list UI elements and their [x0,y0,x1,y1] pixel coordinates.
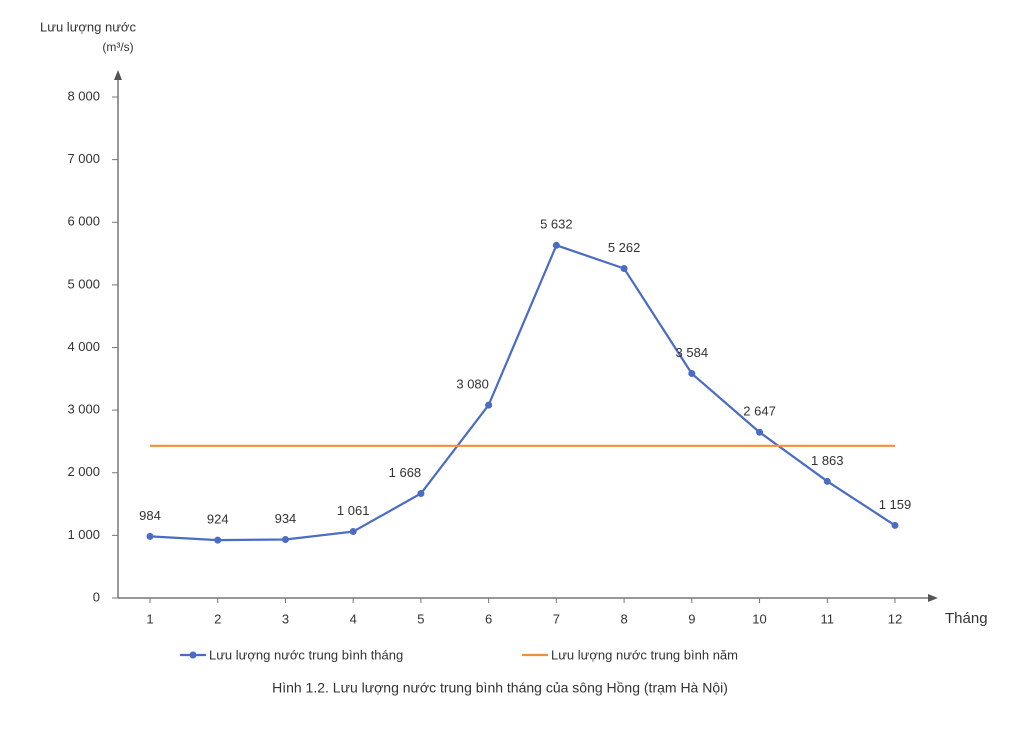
value-label: 934 [275,511,297,526]
data-point [620,264,628,272]
x-tick-label: 9 [688,611,695,626]
value-label: 924 [207,512,229,527]
series-line [149,243,896,542]
x-tick-label: 4 [350,611,357,626]
x-tick-label: 11 [821,611,835,626]
data-point [146,532,154,540]
y-tick-label: 5 000 [67,276,100,291]
data-point [417,490,425,498]
data-point [756,428,764,436]
legend-label: Lưu lượng nước trung bình tháng [209,647,403,662]
x-tick-label: 8 [620,611,627,626]
y-axis-label: Lưu lượng nước [40,19,136,34]
value-label: 3 584 [676,345,709,360]
x-tick-label: 10 [752,611,766,626]
x-tick-label: 7 [553,611,560,626]
x-tick-label: 1 [146,611,153,626]
x-tick-label: 3 [282,611,289,626]
caption: Hình 1.2. Lưu lượng nước trung bình thán… [272,680,728,696]
legend-label: Lưu lượng nước trung bình năm [551,647,738,662]
y-axis-unit: (m³/s) [102,40,133,54]
value-label: 5 262 [608,240,641,255]
value-label: 2 647 [743,404,776,419]
value-label: 1 863 [811,453,844,468]
data-point [891,521,899,529]
data-point [688,370,696,378]
y-tick-label: 2 000 [67,464,100,479]
x-tick-label: 12 [888,611,902,626]
y-tick-label: 1 000 [67,527,100,542]
x-tick-label: 6 [485,611,492,626]
legend-marker [189,651,197,659]
y-tick-label: 3 000 [67,402,100,417]
data-point [823,477,831,485]
y-tick-label: 4 000 [67,339,100,354]
data-point [349,528,357,536]
y-axis-arrow [114,70,122,80]
data-point [281,536,289,544]
value-label: 5 632 [540,217,573,232]
value-label: 1 061 [337,503,370,518]
y-tick-label: 6 000 [67,214,100,229]
x-axis-label: Tháng [945,610,988,627]
y-tick-label: 7 000 [67,151,100,166]
x-tick-label: 2 [214,611,221,626]
data-point [214,536,222,544]
data-point [552,241,560,249]
x-tick-label: 5 [417,611,424,626]
data-point [485,401,493,409]
y-tick-label: 8 000 [67,88,100,103]
value-label: 3 080 [456,377,489,392]
x-axis-arrow [928,594,938,602]
value-label: 1 159 [879,497,912,512]
value-label: 1 668 [389,465,422,480]
value-label: 984 [139,508,161,523]
y-tick-label: 0 [93,589,100,604]
